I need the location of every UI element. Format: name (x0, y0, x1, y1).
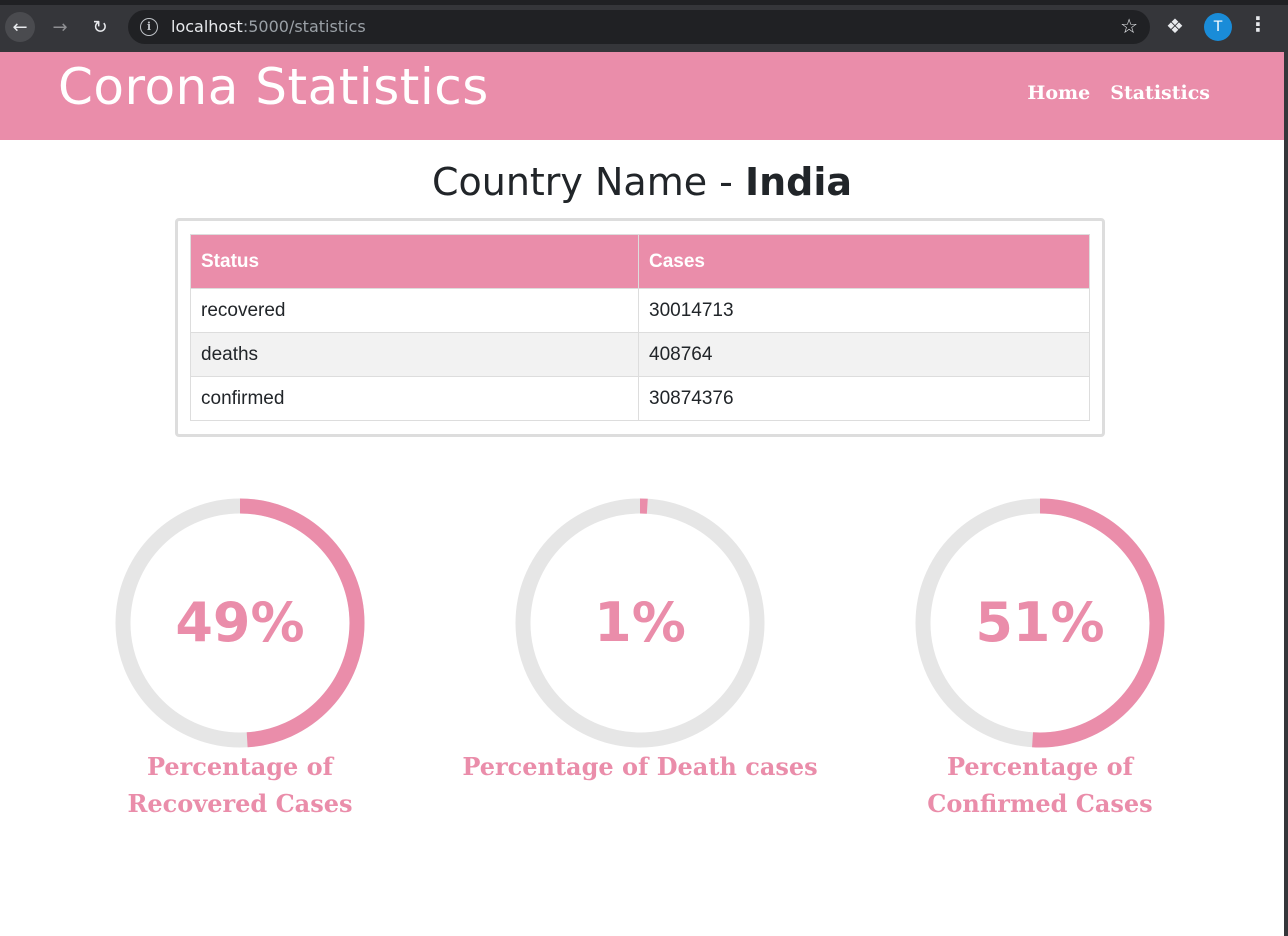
table-row: recovered 30014713 (190, 288, 1090, 333)
column-header-status: Status (190, 234, 639, 289)
ring-percent-text: 51% (975, 591, 1104, 654)
site-header: Corona Statistics Home Statistics (0, 52, 1284, 140)
stats-table: Status Cases recovered 30014713 deaths 4… (190, 234, 1090, 421)
column-header-cases: Cases (638, 234, 1090, 289)
confirmed-progress-ring: 51% Percentage of Confirmed Cases (915, 498, 1165, 818)
stats-table-card: Status Cases recovered 30014713 deaths 4… (175, 218, 1105, 437)
main-nav: Home Statistics (1027, 82, 1210, 104)
cell-status: recovered (190, 288, 639, 333)
ring-arc (915, 498, 1165, 748)
cell-cases: 30014713 (638, 288, 1090, 333)
site-brand[interactable]: Corona Statistics (58, 58, 489, 116)
ring-caption: Percentage of Recovered Cases (127, 752, 353, 818)
title-prefix: Country Name - (431, 160, 745, 204)
url-text[interactable]: localhost:5000/statistics (171, 17, 366, 36)
table-header-row: Status Cases (190, 234, 1090, 289)
cell-cases: 408764 (638, 332, 1090, 377)
ring-caption: Percentage of Death cases (462, 752, 818, 781)
ring-percent-text: 1% (594, 591, 686, 654)
nav-statistics-link[interactable]: Statistics (1110, 82, 1210, 104)
ring-graphic: 1% (515, 498, 765, 748)
ring-graphic: 49% (115, 498, 365, 748)
address-bar[interactable]: i localhost:5000/statistics ☆ (128, 10, 1150, 44)
profile-avatar[interactable]: T (1204, 13, 1232, 41)
url-host: localhost (171, 17, 243, 36)
nav-home-link[interactable]: Home (1027, 82, 1091, 104)
browser-menu-icon[interactable]: ⋮ (1248, 12, 1268, 36)
bookmark-star-icon[interactable]: ☆ (1120, 14, 1138, 38)
reload-icon[interactable]: ↻ (92, 16, 108, 38)
cell-status: confirmed (190, 376, 639, 421)
deaths-progress-ring: 1% Percentage of Death cases (462, 498, 818, 781)
country-name: India (744, 160, 853, 204)
ring-arc (115, 498, 365, 748)
table-row: confirmed 30874376 (190, 376, 1090, 421)
window-edge (1284, 52, 1288, 936)
browser-toolbar: ← → ↻ i localhost:5000/statistics ☆ ❖ T … (0, 0, 1288, 52)
cell-status: deaths (190, 332, 639, 377)
tab-strip (0, 0, 1288, 5)
table-row: deaths 408764 (190, 332, 1090, 377)
ring-arc (515, 498, 765, 748)
recovered-progress-ring: 49% Percentage of Recovered Cases (115, 498, 365, 818)
cell-cases: 30874376 (638, 376, 1090, 421)
ring-caption: Percentage of Confirmed Cases (927, 752, 1153, 818)
forward-arrow-icon[interactable]: → (52, 16, 68, 38)
page-title: Country Name - India (0, 160, 1284, 204)
ring-percent-text: 49% (175, 591, 304, 654)
extensions-puzzle-icon[interactable]: ❖ (1166, 14, 1184, 38)
back-arrow-icon[interactable]: ← (5, 12, 35, 42)
site-info-icon[interactable]: i (140, 18, 158, 36)
ring-graphic: 51% (915, 498, 1165, 748)
url-path: :5000/statistics (242, 17, 366, 36)
